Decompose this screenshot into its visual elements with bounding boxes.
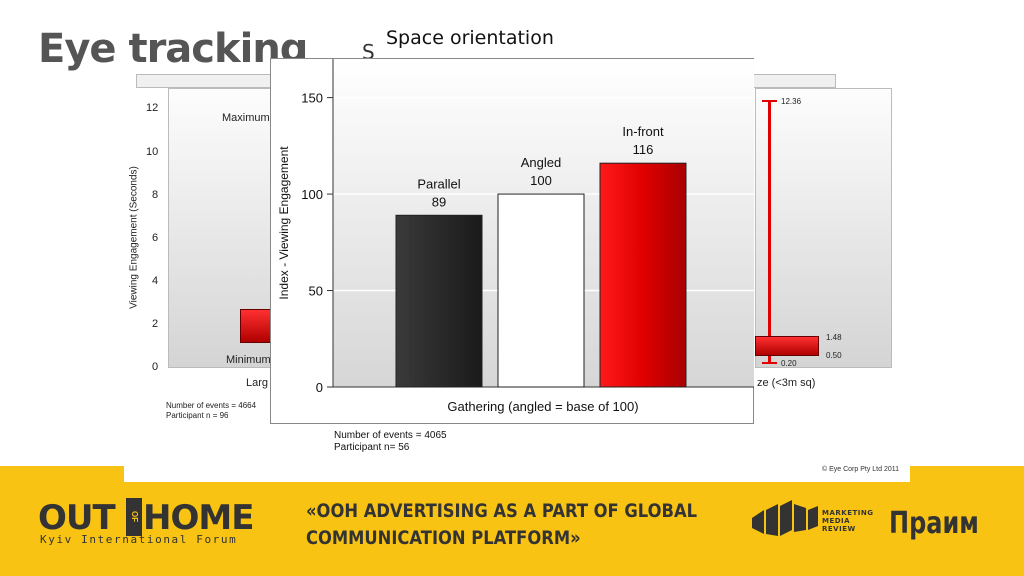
background-left-max-label: Maximum — [222, 112, 270, 124]
background-right-box-mid: 0.50 — [826, 351, 842, 360]
background-left-ytick: 0 — [152, 361, 159, 373]
bar — [599, 162, 687, 388]
slogan-line: «OOH ADVERTISING AS A PART OF GLOBAL — [306, 500, 698, 522]
background-right-plot — [755, 88, 892, 368]
main-chart: 0 50 100 150 Parallel 89 Angled 100 In-front 116 G… — [270, 58, 754, 424]
background-right-xlabel: ze (<3m sq) — [757, 377, 816, 389]
footer-white-strip — [124, 466, 910, 482]
bar-category-label: In-front — [622, 124, 664, 139]
background-left-ytick: 2 — [152, 318, 159, 330]
footer-banner — [0, 466, 1024, 576]
marketing-media-review-logo-icon — [752, 500, 818, 536]
logo-home: HOME — [143, 498, 254, 538]
background-left-ytick: 12 — [146, 102, 159, 114]
background-left-xlabel: Larg — [246, 377, 269, 389]
mmr-line: REVIEW — [822, 525, 856, 533]
background-left-box — [240, 309, 272, 343]
bar — [395, 214, 483, 388]
y-tick-label: 100 — [301, 187, 323, 202]
mmr-line: MARKETING — [822, 509, 874, 517]
y-axis-label: Index - Viewing Engagement — [277, 146, 291, 300]
note-participants: Participant n= 56 — [334, 442, 410, 453]
background-left-note: Participant n = 96 — [166, 411, 229, 420]
chart-notes: Number of events = 4065 Participant n= 5… — [334, 430, 447, 454]
background-left-min-label: Minimum — [226, 354, 271, 366]
background-right-top-value: 12.36 — [781, 97, 802, 106]
background-right-box-top: 1.48 — [826, 333, 842, 342]
bar-category-label: Angled — [521, 155, 561, 170]
bar-value-label: 116 — [633, 142, 654, 157]
slide-title: Eye tracking — [38, 26, 308, 72]
logo-of: OF — [126, 498, 142, 536]
logo-subtitle: Kyiv International Forum — [40, 533, 238, 546]
mmr-line: MEDIA — [822, 517, 851, 525]
copyright: © Eye Corp Pty Ltd 2011 — [822, 466, 900, 473]
bar-category-label: Parallel — [417, 176, 460, 191]
background-right-box — [755, 336, 819, 356]
background-right-box-min: 0.20 — [781, 359, 797, 368]
bar-value-label: 100 — [530, 173, 552, 188]
background-left-note: Number of events = 4664 — [166, 401, 257, 410]
y-tick-label: 0 — [316, 380, 323, 395]
background-left-ytick: 6 — [152, 232, 159, 244]
background-left-ylabel: Viewing Engagement (Seconds) — [128, 166, 140, 309]
y-tick-label: 150 — [301, 91, 323, 106]
background-right-whisker-cap — [762, 100, 777, 102]
x-axis-label: Gathering (angled = base of 100) — [447, 399, 638, 414]
background-left-ytick: 10 — [146, 146, 159, 158]
logo-out: OUT — [38, 498, 116, 538]
background-right-whisker — [768, 101, 771, 363]
y-tick-label: 50 — [309, 284, 323, 299]
footer-slogan: «OOH ADVERTISING AS A PART OF GLOBAL COM… — [306, 498, 697, 552]
background-left-ytick: 4 — [152, 275, 159, 287]
slogan-line: COMMUNICATION PLATFORM» — [306, 527, 581, 549]
background-left-ytick: 8 — [152, 189, 159, 201]
background-right-whisker-cap — [762, 362, 777, 364]
praim-logo: Праим — [889, 506, 979, 541]
note-events: Number of events = 4065 — [334, 430, 447, 441]
chart-heading: Space orientation — [386, 27, 554, 49]
marketing-media-review-text: MARKETING MEDIA REVIEW — [822, 509, 873, 533]
bar — [497, 193, 585, 388]
bar-value-label: 89 — [432, 194, 446, 209]
bar-chart-svg: 0 50 100 150 Parallel 89 Angled 100 In-front 116 G… — [277, 59, 754, 414]
